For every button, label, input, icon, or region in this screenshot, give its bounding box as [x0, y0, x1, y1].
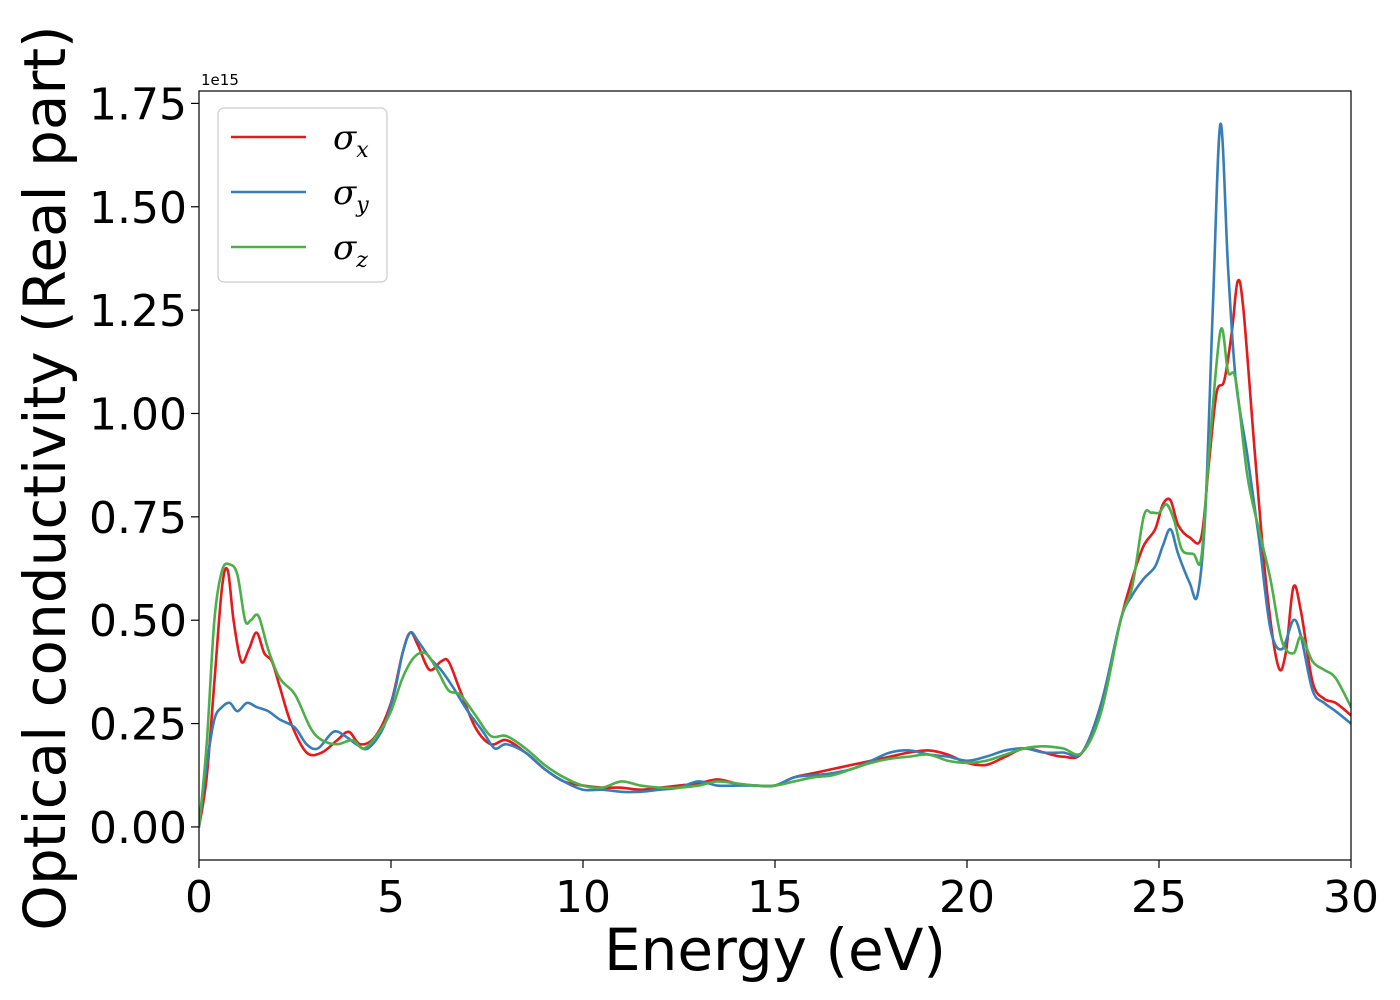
y-tick-label: 1.75	[89, 79, 187, 130]
legend-label-y: σy	[333, 173, 369, 218]
y-tick-label: 0.25	[89, 700, 187, 751]
y-tick-label: 1.50	[89, 183, 187, 234]
series-line-z	[199, 327, 1351, 829]
y-tick-label: 1.00	[89, 389, 187, 440]
x-tick-label: 25	[1131, 872, 1187, 923]
y-axis-title: Optical conductivity (Real part)	[11, 25, 79, 930]
x-tick-label: 15	[747, 872, 803, 923]
x-tick-label: 30	[1323, 872, 1379, 923]
legend-box	[217, 107, 388, 283]
y-axis: 0.00 0.25 0.50 0.75 1.00 1.25 1.50 1.75	[89, 79, 199, 854]
x-tick-label: 5	[377, 872, 405, 923]
series-line-y	[199, 122, 1351, 829]
x-axis: 0 5 10 15 20 25 30	[185, 860, 1379, 923]
x-axis-title: Energy (eV)	[604, 916, 946, 984]
y-tick-label: 1.25	[89, 286, 187, 337]
plot-lines	[199, 122, 1351, 829]
y-tick-label: 0.75	[89, 493, 187, 544]
y-tick-label: 0.50	[89, 596, 187, 647]
x-tick-label: 10	[555, 872, 611, 923]
y-tick-label: 0.00	[89, 803, 187, 854]
y-offset-label: 1e15	[201, 71, 239, 89]
x-tick-label: 0	[185, 872, 213, 923]
legend: σx σy σz	[217, 107, 388, 283]
legend-label-x: σx	[333, 118, 369, 163]
x-tick-label: 20	[939, 872, 995, 923]
legend-label-z: σz	[333, 228, 368, 273]
